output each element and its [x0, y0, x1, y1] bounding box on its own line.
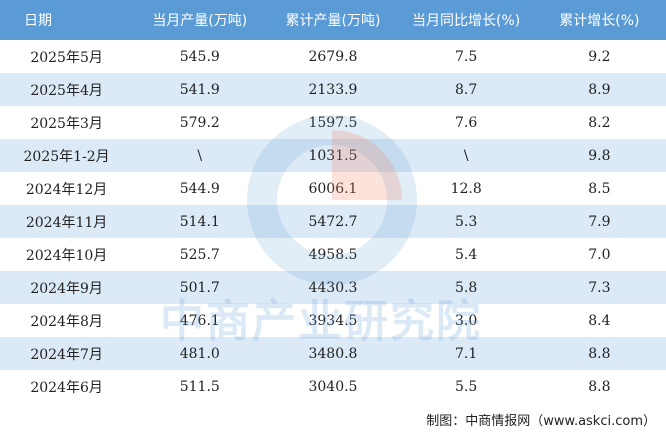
table-cell: 525.7 [179, 246, 220, 263]
table-cell: 7.9 [532, 205, 666, 238]
table-cell: 5.8 [399, 271, 533, 304]
table-cell: 12.8 [450, 180, 482, 197]
table-row: 2025年3月 579.2 1597.5 7.6 8.2 [0, 106, 666, 139]
table-row: 2024年9月 501.7 4430.3 5.8 7.3 [0, 271, 666, 304]
table-row: 2024年7月 481.0 3480.8 7.1 8.8 [0, 337, 666, 370]
table-cell: 8.8 [588, 378, 611, 395]
table-cell: 2025年3月 [30, 115, 103, 132]
header-cell: 累计增长(%) [532, 0, 666, 40]
table-cell: 8.8 [532, 337, 666, 370]
table-cell: \ [399, 139, 533, 172]
table-cell: 2024年9月 [0, 271, 134, 304]
table-cell: 1597.5 [308, 114, 358, 131]
header-cell: 日期 [0, 0, 134, 40]
table-row: 2025年1-2月 \ 1031.5 \ 9.8 [0, 139, 666, 172]
table-cell: 579.2 [179, 114, 220, 131]
table-cell: 4430.3 [266, 271, 400, 304]
table-cell: 8.4 [588, 312, 611, 329]
table-cell: 5.5 [455, 378, 478, 395]
table-cell: 8.5 [588, 180, 611, 197]
table-cell: 7.0 [588, 246, 611, 263]
table-row: 2024年10月 525.7 4958.5 5.4 7.0 [0, 238, 666, 271]
table-cell: 2024年6月 [30, 379, 103, 396]
table-cell: 7.1 [399, 337, 533, 370]
table-cell: 9.2 [588, 48, 611, 65]
table-row: 2024年11月 514.1 5472.7 5.3 7.9 [0, 205, 666, 238]
table-cell: 2024年8月 [30, 313, 103, 330]
table-row: 2025年5月 545.9 2679.8 7.5 9.2 [0, 40, 666, 73]
table-row: 2024年12月 544.9 6006.1 12.8 8.5 [0, 172, 666, 205]
table-cell: 3.0 [455, 312, 478, 329]
table-cell: 511.5 [179, 378, 220, 395]
table-cell: 7.5 [455, 48, 478, 65]
table-row: 2024年6月 511.5 3040.5 5.5 8.8 [0, 370, 666, 403]
table-cell: 2025年1-2月 [0, 139, 134, 172]
header-cell: 累计产量(万吨) [266, 0, 400, 40]
table-row: 2024年8月 476.1 3934.5 3.0 8.4 [0, 304, 666, 337]
table-cell: 3040.5 [308, 378, 358, 395]
table-cell: 8.2 [588, 114, 611, 131]
table-cell: 7.3 [532, 271, 666, 304]
table-cell: 2679.8 [308, 48, 358, 65]
table-cell: 2024年7月 [0, 337, 134, 370]
table-cell: 3934.5 [308, 312, 358, 329]
table-cell: 2025年4月 [0, 73, 134, 106]
table-cell: 476.1 [179, 312, 220, 329]
table-cell: 1031.5 [266, 139, 400, 172]
table-cell: 2024年10月 [25, 247, 108, 264]
data-table: 日期 当月产量(万吨) 累计产量(万吨) 当月同比增长(%) 累计增长(%) 2025年… [0, 0, 666, 403]
table-cell: 501.7 [133, 271, 267, 304]
table-body: 2025年5月 545.9 2679.8 7.5 9.2 2025年4月 541.9 2133… [0, 40, 666, 403]
table-cell: 4958.5 [308, 246, 358, 263]
table-cell: 545.9 [179, 48, 220, 65]
header-cell: 当月同比增长(%) [399, 0, 533, 40]
header-cell: 当月产量(万吨) [133, 0, 267, 40]
table-cell: 8.9 [532, 73, 666, 106]
table-cell: 514.1 [133, 205, 267, 238]
table-cell: 5.3 [399, 205, 533, 238]
table-cell: 481.0 [133, 337, 267, 370]
footer: 制图：中商情报网（www.askci.com） [426, 414, 656, 429]
table-row: 2025年4月 541.9 2133.9 8.7 8.9 [0, 73, 666, 106]
table-cell: 5472.7 [266, 205, 400, 238]
table-cell: 6006.1 [308, 180, 358, 197]
table-cell: 7.6 [455, 114, 478, 131]
table-cell: \ [133, 139, 267, 172]
table-cell: 3480.8 [266, 337, 400, 370]
table-cell: 544.9 [179, 180, 220, 197]
table-cell: 5.4 [455, 246, 478, 263]
table-cell: 2024年12月 [25, 181, 108, 198]
table-cell: 8.7 [399, 73, 533, 106]
header-row: 日期 当月产量(万吨) 累计产量(万吨) 当月同比增长(%) 累计增长(%) [0, 0, 666, 40]
table-cell: 2025年5月 [30, 49, 103, 66]
table-cell: 9.8 [532, 139, 666, 172]
table-cell: 2024年11月 [0, 205, 134, 238]
table-cell: 2133.9 [266, 73, 400, 106]
table-cell: 541.9 [133, 73, 267, 106]
